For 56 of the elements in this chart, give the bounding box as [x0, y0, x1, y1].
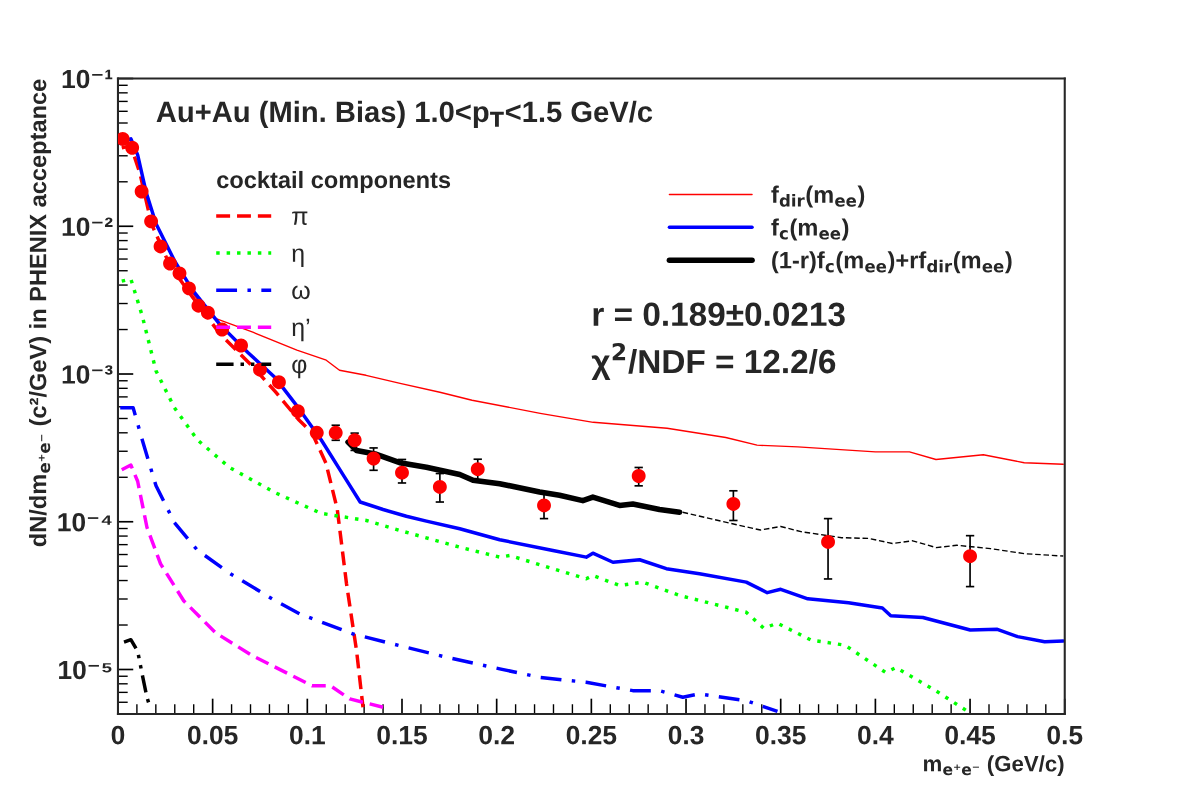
point — [726, 496, 741, 511]
line-series — [120, 463, 385, 710]
point — [153, 239, 168, 254]
legend-label: f$_{dir}$(m$_{ee}$) — [771, 185, 865, 208]
x-tick-label: 0 — [111, 725, 125, 745]
legend-label: φ — [292, 359, 307, 379]
point — [125, 140, 140, 155]
line-series — [118, 405, 780, 714]
x-tick-label: 0.05 — [188, 725, 238, 745]
point — [631, 469, 646, 483]
point — [271, 375, 286, 390]
point — [537, 498, 551, 513]
x-tick-label: 0.25 — [566, 725, 617, 745]
point — [347, 433, 362, 448]
point — [309, 425, 324, 440]
point — [395, 465, 409, 480]
point — [117, 132, 130, 146]
y-tick-label: 10⁻¹ — [62, 69, 113, 89]
x-tick-label: 0.2 — [479, 725, 514, 745]
text: (1-r)f$_{c}$(m$_{ee}$)+rf$_{dir}$(m$_{ee}$) — [772, 251, 1012, 274]
y-tick-label: 10⁻³ — [62, 365, 113, 384]
point — [253, 362, 267, 377]
x-tick-label: 0.15 — [377, 725, 427, 745]
point — [963, 549, 978, 564]
point — [200, 305, 215, 320]
point — [821, 535, 835, 549]
annotation: χ$^{2}$/NDF = 12.2/6 — [591, 343, 836, 381]
legend-label: π — [292, 211, 308, 226]
point — [182, 281, 196, 296]
point — [163, 256, 177, 271]
point — [172, 266, 187, 281]
point — [144, 214, 159, 229]
legend-label: η — [292, 248, 304, 268]
y-tick-label: 10⁻⁵ — [59, 660, 112, 680]
point — [432, 480, 447, 494]
y-axis-title: dN/dm$_{e⁺e⁻}$ (c²/GeV) in PHENIX acceptance — [29, 79, 52, 547]
point — [134, 184, 149, 199]
x-tick-label: 0.1 — [290, 725, 325, 745]
annotation: r = 0.189±0.0213 — [593, 302, 845, 327]
x-tick-label: 0.4 — [858, 725, 894, 745]
legend-label: ω — [292, 285, 310, 300]
legend-label: f$_{c}$(m$_{ee}$) — [771, 218, 849, 241]
point — [234, 338, 248, 353]
y-tick-label: 10⁻² — [62, 217, 113, 237]
x-tick-label: 0.45 — [945, 725, 996, 745]
x-tick-label: 0.35 — [756, 725, 806, 745]
point — [290, 404, 305, 419]
legend-title: cocktail components — [217, 170, 451, 193]
y-tick-label: 10⁻⁴ — [58, 512, 112, 532]
point — [366, 451, 381, 466]
x-tick-label: 0.3 — [668, 725, 704, 745]
x-tick-label: 0.5 — [1047, 725, 1083, 745]
point — [470, 462, 485, 477]
legend-label: η’ — [292, 318, 310, 342]
text: Au+Au (Min. Bias) 1.0<p$_{T}$<1.5 GeV/c — [156, 100, 653, 128]
x-axis-title: m$_{e⁺e⁻}$ (GeV/c) — [923, 755, 1064, 776]
